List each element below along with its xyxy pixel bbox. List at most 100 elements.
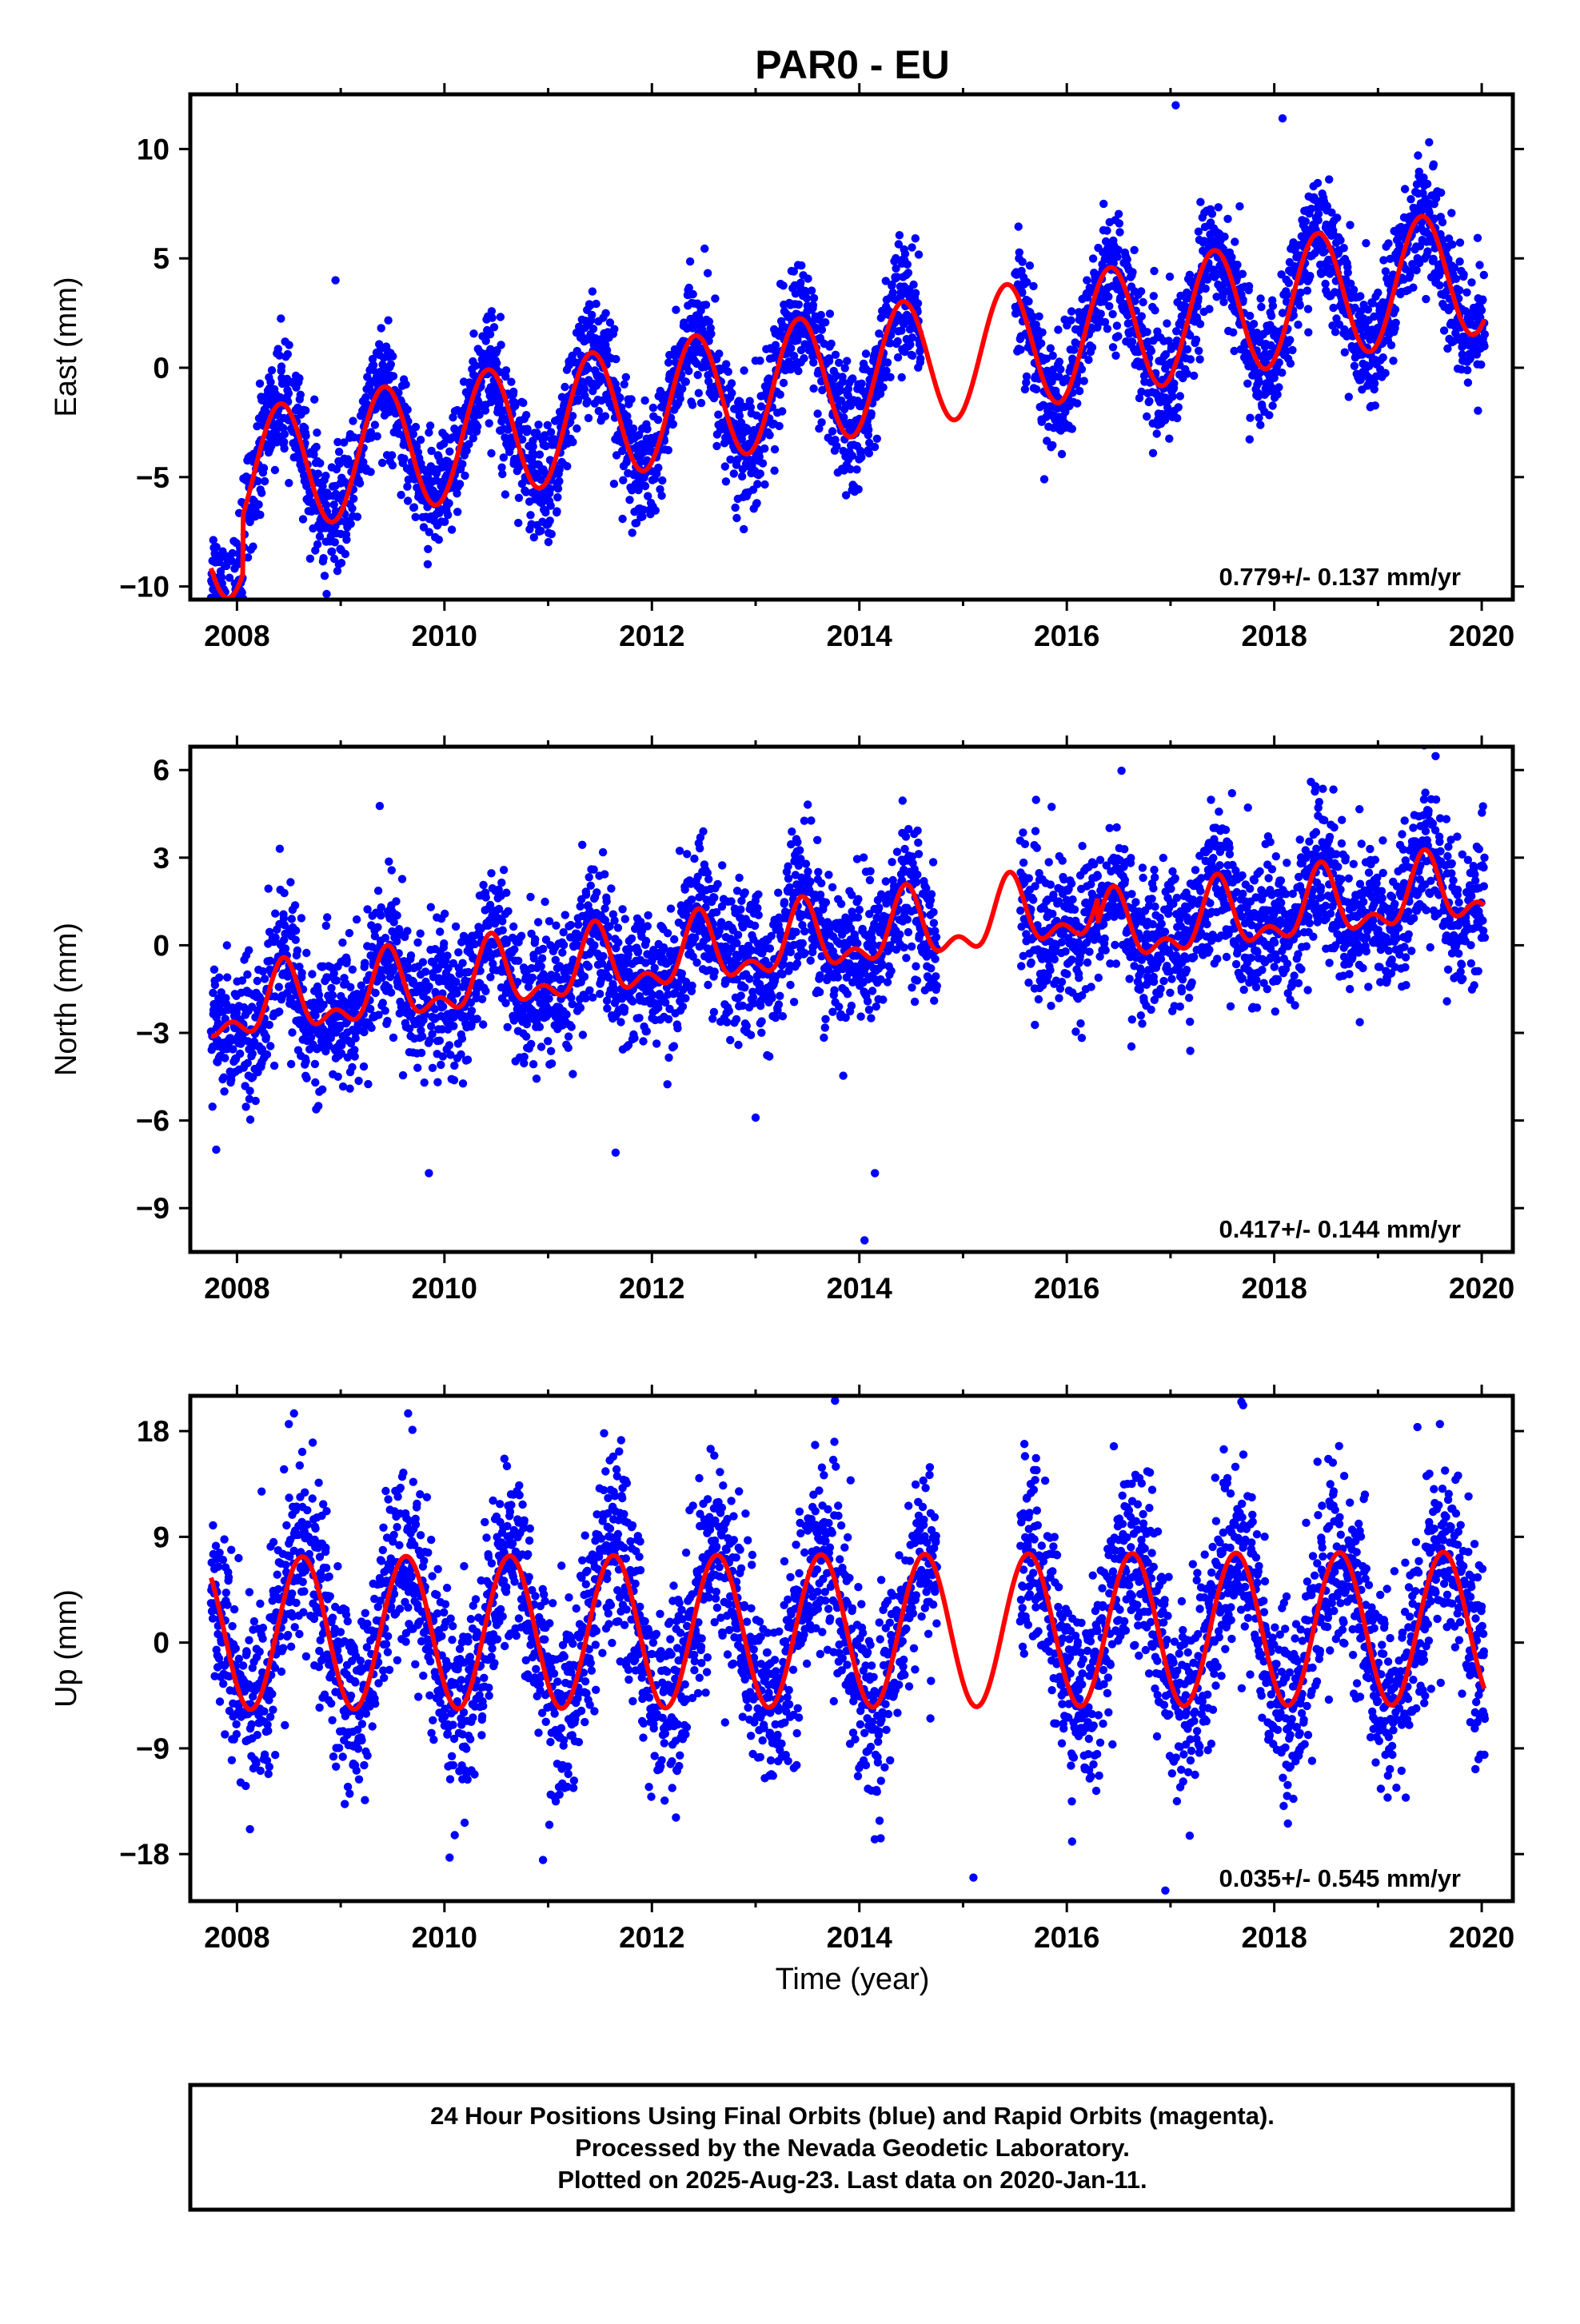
data-point [435, 536, 443, 544]
data-point [310, 396, 318, 404]
x-tick-label: 2008 [204, 620, 269, 652]
data-point [1170, 380, 1178, 388]
data-point [552, 922, 560, 930]
x-tick-label: 2020 [1449, 620, 1514, 652]
data-point [1391, 305, 1399, 313]
data-point [450, 1062, 458, 1070]
data-point [1239, 270, 1247, 278]
data-point [473, 422, 481, 430]
data-point [1371, 401, 1379, 409]
data-point [1265, 411, 1273, 419]
data-point [260, 464, 268, 472]
data-point [1088, 343, 1096, 351]
data-point [1229, 329, 1237, 337]
data-point [440, 939, 448, 947]
data-point [1362, 239, 1370, 247]
data-point [450, 1076, 458, 1084]
data-point [306, 555, 314, 563]
data-point [403, 483, 411, 491]
data-point [600, 870, 608, 878]
data-point [285, 341, 293, 349]
data-point [295, 374, 303, 382]
data-point [756, 469, 764, 477]
data-point [809, 301, 817, 309]
data-point [1195, 347, 1203, 355]
data-point [485, 419, 493, 427]
data-point [453, 508, 461, 516]
data-point [245, 1086, 253, 1094]
data-point [398, 875, 406, 883]
data-point [452, 923, 460, 931]
data-point [619, 476, 627, 484]
data-point [1163, 319, 1171, 327]
data-point [211, 981, 219, 989]
data-point [321, 572, 329, 580]
data-point [481, 987, 489, 995]
data-point [397, 491, 405, 499]
data-point [534, 421, 542, 429]
data-point [343, 956, 351, 964]
data-point [436, 1037, 444, 1045]
data-point [715, 349, 723, 357]
data-point [529, 1060, 537, 1068]
data-point [579, 1030, 587, 1038]
data-point [1070, 345, 1078, 353]
data-point [292, 936, 300, 944]
data-point [210, 966, 218, 974]
data-point [412, 423, 420, 431]
data-point [582, 891, 590, 899]
data-point [499, 927, 507, 935]
data-point [916, 354, 924, 362]
data-point [539, 945, 547, 953]
data-point [753, 480, 761, 488]
data-point [461, 472, 469, 480]
data-point [1356, 292, 1364, 300]
data-point [458, 460, 466, 468]
data-point [1243, 380, 1251, 388]
data-point [592, 888, 600, 896]
data-point [712, 442, 720, 450]
data-point [601, 309, 609, 317]
data-point [581, 995, 589, 1003]
data-point [1067, 317, 1075, 325]
data-point [392, 897, 400, 905]
data-point [221, 1054, 229, 1062]
data-point [369, 361, 377, 369]
data-point [810, 294, 818, 302]
data-point [1374, 289, 1382, 297]
data-point [862, 349, 870, 357]
data-point [596, 990, 604, 998]
data-point [821, 318, 829, 326]
data-point [1105, 302, 1113, 310]
data-point [349, 417, 357, 425]
data-point [625, 496, 633, 504]
data-point [1306, 272, 1314, 280]
data-point [640, 506, 648, 514]
data-point [828, 427, 836, 435]
data-point [894, 353, 902, 361]
data-point [404, 405, 412, 413]
data-point [469, 329, 477, 337]
data-point [536, 450, 544, 458]
data-point [695, 389, 703, 397]
data-point [383, 1017, 391, 1025]
data-point [1467, 278, 1475, 286]
data-point [1459, 270, 1467, 278]
data-point [377, 911, 385, 919]
y-tick-label: 10 [137, 133, 170, 165]
data-point [1371, 379, 1379, 387]
data-point [826, 309, 834, 317]
data-point [1150, 292, 1158, 300]
data-point [482, 893, 490, 901]
data-point [297, 391, 305, 399]
data-point [226, 604, 234, 612]
data-point [1173, 414, 1181, 422]
data-point [568, 1022, 576, 1030]
data-point [254, 500, 262, 508]
data-point [214, 658, 222, 666]
data-point [487, 449, 495, 457]
data-point [293, 947, 301, 955]
data-point [873, 435, 881, 443]
